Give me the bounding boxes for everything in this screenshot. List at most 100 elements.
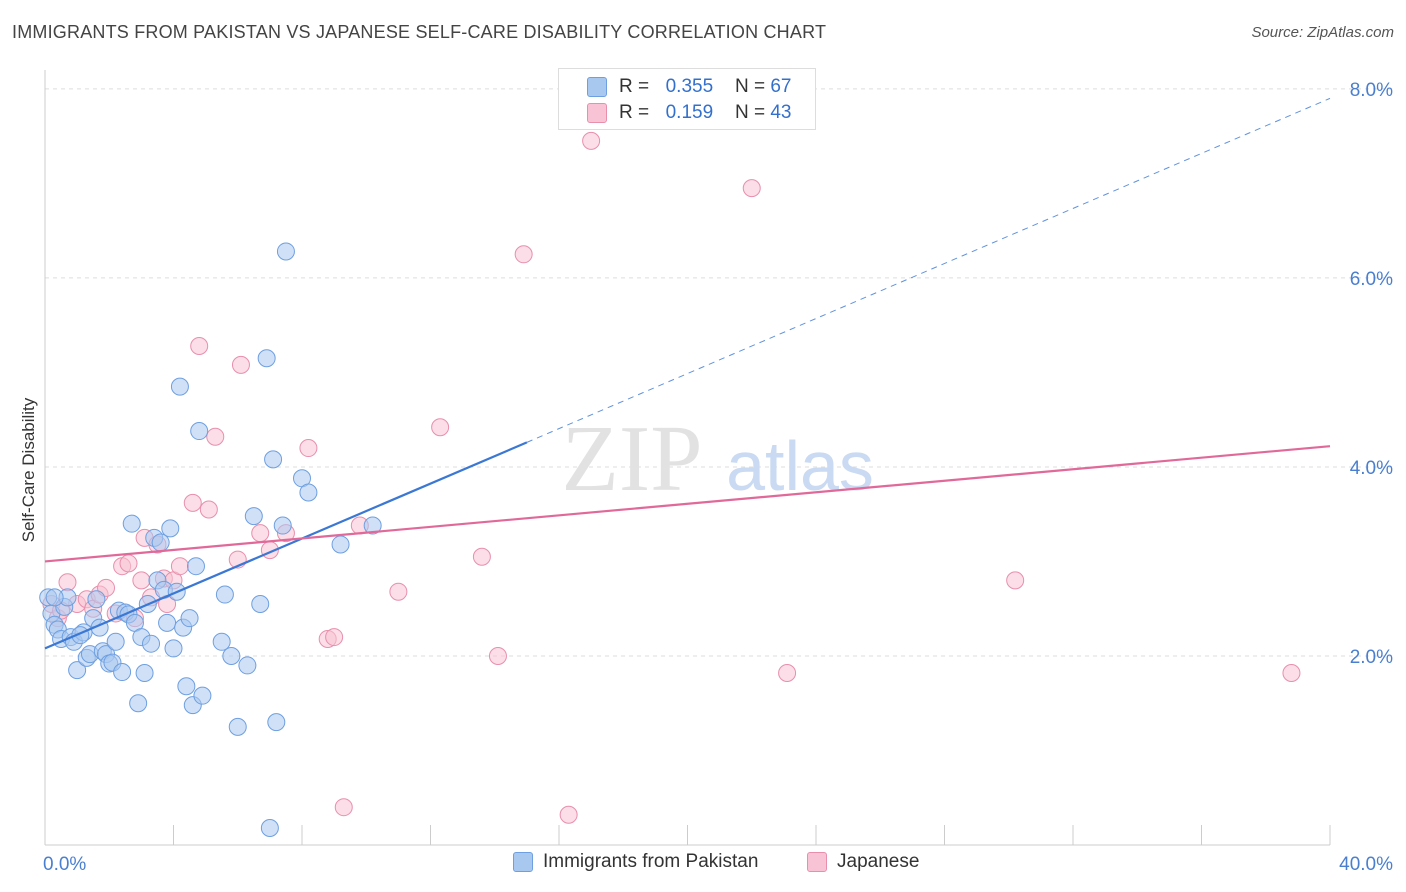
tick-labels: 2.0% 4.0% 6.0% 8.0% 0.0% 40.0% [43, 80, 1393, 875]
data-point-pakistan [170, 377, 189, 396]
data-point-japanese [1006, 571, 1025, 590]
stats-swatch-pakistan [587, 77, 607, 97]
data-point-pakistan [190, 422, 209, 441]
data-point-pakistan [164, 639, 183, 658]
data-point-japanese [58, 573, 77, 592]
data-point-pakistan [299, 483, 318, 502]
data-point-japanese [389, 582, 408, 601]
legend-label-pakistan: Immigrants from Pakistan [543, 851, 759, 872]
data-point-japanese [431, 418, 450, 437]
data-point-pakistan [186, 557, 205, 576]
watermark-zip: ZIP [562, 407, 703, 511]
stats-n-value: 67 [770, 76, 792, 97]
data-point-pakistan [244, 507, 263, 526]
bottom-legend: Immigrants from Pakistan Japanese [0, 851, 1406, 879]
pakistan-points [39, 242, 382, 837]
data-point-pakistan [276, 242, 295, 261]
data-point-pakistan [273, 516, 292, 535]
data-point-pakistan [151, 533, 170, 552]
trend-line-pakistan-extension [526, 97, 1331, 443]
x-tick-label: 0.0% [43, 854, 86, 875]
data-point-japanese [582, 131, 601, 150]
data-point-pakistan [68, 661, 87, 680]
data-point-pakistan [260, 818, 279, 837]
data-point-pakistan [257, 349, 276, 368]
data-point-japanese [132, 571, 151, 590]
stats-swatch-japanese [587, 103, 607, 123]
data-point-japanese [1282, 663, 1301, 682]
data-point-pakistan [113, 663, 132, 682]
legend-swatch-pakistan [513, 852, 533, 872]
trend-lines [44, 97, 1331, 650]
data-point-pakistan [331, 535, 350, 554]
data-point-pakistan [45, 588, 64, 607]
data-point-pakistan [161, 519, 180, 538]
data-point-japanese [119, 554, 138, 573]
data-point-pakistan [212, 632, 231, 651]
y-tick-label: 8.0% [1350, 80, 1393, 101]
watermark: ZIP atlas [562, 407, 874, 511]
data-point-japanese [778, 663, 797, 682]
data-point-japanese [183, 493, 202, 512]
stats-legend: R = 0.355 N = 67 R = 0.159 N = 43 [558, 68, 816, 130]
data-point-pakistan [87, 590, 106, 609]
chart-title: IMMIGRANTS FROM PAKISTAN VS JAPANESE SEL… [12, 22, 827, 42]
data-point-japanese [742, 179, 761, 198]
data-point-pakistan [238, 656, 257, 675]
data-point-pakistan [180, 609, 199, 628]
watermark-atlas: atlas [726, 427, 874, 505]
stats-row-japanese: R = 0.159 N = 43 [587, 102, 791, 124]
data-point-pakistan [363, 516, 382, 535]
stats-r-value: 0.159 [665, 102, 714, 123]
data-point-pakistan [228, 717, 247, 736]
data-point-pakistan [122, 514, 141, 533]
legend-label-japanese: Japanese [837, 851, 920, 872]
data-point-japanese [199, 500, 218, 519]
data-point-japanese [488, 646, 507, 665]
data-point-japanese [170, 557, 189, 576]
data-point-pakistan [251, 594, 270, 613]
data-point-pakistan [215, 585, 234, 604]
trend-line-japanese [44, 445, 1331, 563]
data-point-pakistan [106, 632, 125, 651]
data-point-japanese [472, 547, 491, 566]
legend-swatch-japanese [807, 852, 827, 872]
stats-r-value: 0.355 [665, 76, 714, 97]
grid-lines [45, 88, 1392, 657]
data-point-pakistan [158, 613, 177, 632]
y-tick-label: 2.0% [1350, 647, 1393, 668]
data-point-japanese [334, 798, 353, 817]
data-point-pakistan [222, 646, 241, 665]
data-point-pakistan [193, 686, 212, 705]
data-point-pakistan [129, 694, 148, 713]
axes [44, 70, 1331, 846]
stats-row-pakistan: R = 0.355 N = 67 [587, 76, 791, 98]
data-point-pakistan [142, 634, 161, 653]
data-point-japanese [206, 427, 225, 446]
data-point-japanese [231, 355, 250, 374]
stats-r-label: R = [619, 102, 650, 123]
stats-r-label: R = [619, 76, 650, 97]
legend-item-japanese: Japanese [807, 851, 919, 873]
y-axis-label: Self-Care Disability [19, 397, 38, 542]
data-point-pakistan [264, 450, 283, 469]
stats-n-label: N = [734, 76, 766, 97]
trend-line-pakistan [44, 441, 528, 650]
data-point-japanese [251, 524, 270, 543]
data-point-pakistan [267, 713, 286, 732]
stats-n-label: N = [734, 102, 766, 123]
source-credit: Source: ZipAtlas.com [1251, 24, 1394, 41]
data-point-japanese [190, 336, 209, 355]
legend-item-pakistan: Immigrants from Pakistan [513, 851, 758, 873]
stats-n-value: 43 [770, 102, 792, 123]
y-tick-label: 6.0% [1350, 269, 1393, 290]
x-tick-label: 40.0% [1339, 854, 1393, 875]
data-point-japanese [299, 439, 318, 458]
data-point-japanese [514, 245, 533, 264]
data-point-japanese [559, 805, 578, 824]
data-point-japanese [325, 628, 344, 647]
data-point-pakistan [135, 663, 154, 682]
y-tick-label: 4.0% [1350, 458, 1393, 479]
data-point-pakistan [177, 677, 196, 696]
